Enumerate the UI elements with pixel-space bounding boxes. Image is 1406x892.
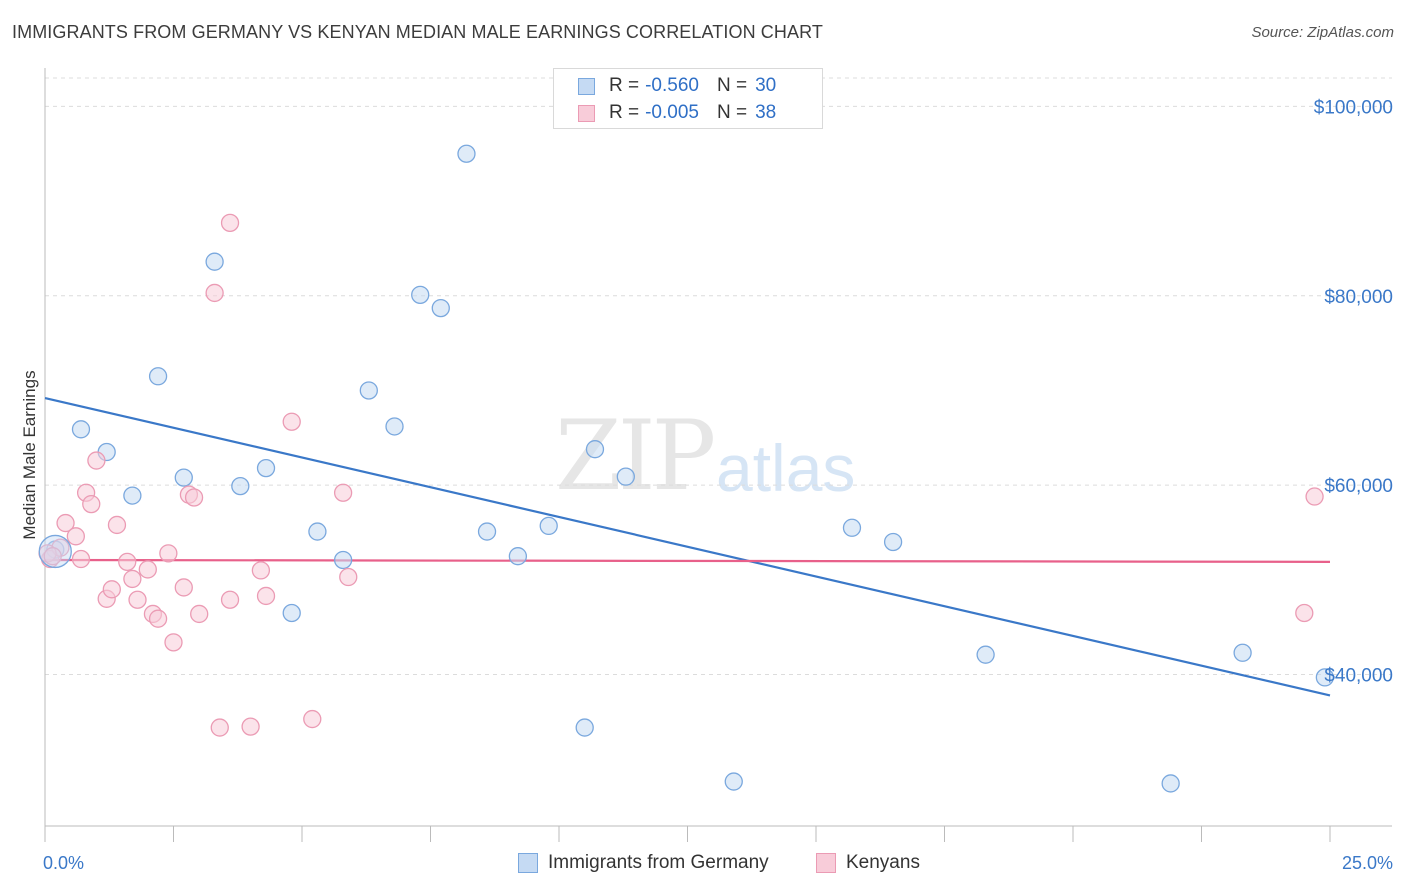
- data-point-germany: [585, 440, 605, 459]
- data-point-cluster: [38, 534, 72, 569]
- data-point-kenyans: [190, 604, 209, 624]
- data-point-kenyans: [333, 483, 353, 502]
- data-point-germany: [308, 522, 327, 541]
- watermark-atlas: atlas: [716, 431, 856, 505]
- data-point-kenyans: [118, 552, 137, 572]
- data-point-germany: [1233, 643, 1252, 662]
- data-point-kenyans: [256, 586, 276, 606]
- legend-swatch-kenyans: [578, 104, 595, 122]
- legend-r-label: R =: [609, 102, 640, 123]
- series-legend: Immigrants from Germany Kenyans: [0, 852, 1406, 878]
- legend-item-kenyans[interactable]: Kenyans: [816, 852, 920, 874]
- data-point-kenyans: [184, 488, 204, 507]
- data-point-germany: [842, 518, 862, 537]
- data-point-kenyans: [251, 561, 271, 580]
- legend-r-value: -0.560: [645, 75, 699, 96]
- data-points: [38, 144, 1335, 793]
- x-tick-label: 25.0%: [1342, 853, 1393, 873]
- data-point-kenyans: [138, 560, 157, 579]
- data-point-germany: [205, 252, 224, 271]
- data-point-germany: [976, 645, 995, 664]
- data-point-germany: [359, 381, 378, 400]
- data-point-germany: [411, 285, 430, 304]
- data-point-kenyans: [164, 633, 183, 652]
- data-point-kenyans: [303, 709, 322, 729]
- tick-labels: $40,000 $60,000 $80,000 $100,000 0.0% 25.0%: [43, 97, 1393, 873]
- data-point-germany: [333, 550, 353, 570]
- data-point-germany: [282, 603, 301, 623]
- data-point-kenyans: [220, 590, 240, 609]
- data-point-germany: [231, 476, 250, 496]
- data-point-kenyans: [123, 569, 142, 589]
- y-tick-label: $80,000: [1324, 287, 1393, 308]
- legend-r-value: -0.005: [645, 102, 699, 123]
- correlation-legend: R = -0.560 N = 30 R = -0.005 N = 38: [553, 68, 823, 129]
- data-point-germany: [431, 298, 450, 318]
- y-tick-label: $40,000: [1324, 666, 1393, 687]
- data-point-germany: [477, 522, 497, 541]
- legend-swatch-germany: [578, 77, 595, 95]
- legend-n-value: 30: [755, 75, 777, 96]
- trend-line-germany: [44, 396, 1331, 697]
- data-point-kenyans: [82, 494, 101, 514]
- data-point-germany: [575, 718, 594, 737]
- data-point-germany: [385, 417, 404, 436]
- legend-r-label: R =: [609, 75, 640, 96]
- legend-row-kenyans: R = -0.005 N = 38: [578, 102, 776, 124]
- data-point-kenyans: [148, 609, 168, 628]
- data-point-kenyans: [159, 544, 178, 563]
- data-point-germany: [1315, 668, 1335, 687]
- data-point-kenyans: [174, 578, 193, 597]
- legend-swatch-germany: [518, 853, 538, 873]
- data-point-kenyans: [1295, 603, 1314, 623]
- watermark-zip: ZIP: [555, 400, 716, 512]
- data-point-germany: [256, 458, 276, 478]
- chart-title: IMMIGRANTS FROM GERMANY VS KENYAN MEDIAN…: [12, 22, 823, 42]
- data-point-germany: [539, 516, 558, 536]
- legend-label-germany: Immigrants from Germany: [548, 852, 769, 873]
- data-point-germany: [1161, 774, 1180, 793]
- y-tick-label: $60,000: [1324, 476, 1393, 497]
- data-point-kenyans: [102, 580, 121, 599]
- data-point-kenyans: [220, 213, 240, 233]
- data-point-kenyans: [56, 513, 75, 533]
- data-point-kenyans: [1305, 487, 1324, 506]
- axes: [44, 68, 1392, 842]
- legend-n-label: N =: [716, 102, 748, 123]
- data-point-kenyans: [87, 451, 106, 470]
- data-point-kenyans: [66, 527, 85, 546]
- trend-lines: [44, 396, 1331, 697]
- data-point-kenyans: [71, 549, 91, 569]
- grid-lines: [45, 77, 1392, 676]
- data-point-kenyans: [107, 515, 127, 535]
- data-point-kenyans: [43, 547, 62, 566]
- data-point-kenyans: [241, 717, 260, 736]
- legend-item-germany[interactable]: Immigrants from Germany: [518, 852, 769, 874]
- data-point-germany: [616, 467, 635, 486]
- trend-line-kenyans: [44, 558, 1331, 563]
- legend-row-germany: R = -0.560 N = 30: [578, 75, 776, 97]
- data-point-germany: [71, 420, 91, 439]
- data-point-germany: [883, 532, 903, 552]
- data-point-kenyans: [205, 283, 224, 303]
- source-label: Source: ZipAtlas.com: [1251, 24, 1394, 41]
- data-point-germany: [457, 144, 476, 163]
- data-point-germany: [724, 772, 743, 791]
- data-point-kenyans: [339, 567, 358, 587]
- legend-n-value: 38: [755, 102, 777, 123]
- legend-n-label: N =: [716, 75, 748, 96]
- legend-label-kenyans: Kenyans: [846, 852, 920, 873]
- y-tick-label: $100,000: [1314, 97, 1393, 118]
- data-point-germany: [508, 547, 528, 566]
- data-point-germany: [123, 486, 142, 505]
- x-tick-label: 0.0%: [43, 853, 84, 873]
- data-point-kenyans: [282, 412, 301, 431]
- legend-swatch-kenyans: [816, 853, 836, 873]
- data-point-kenyans: [210, 718, 229, 737]
- data-point-kenyans: [128, 590, 147, 609]
- data-point-germany: [174, 468, 193, 487]
- data-point-germany: [148, 367, 168, 386]
